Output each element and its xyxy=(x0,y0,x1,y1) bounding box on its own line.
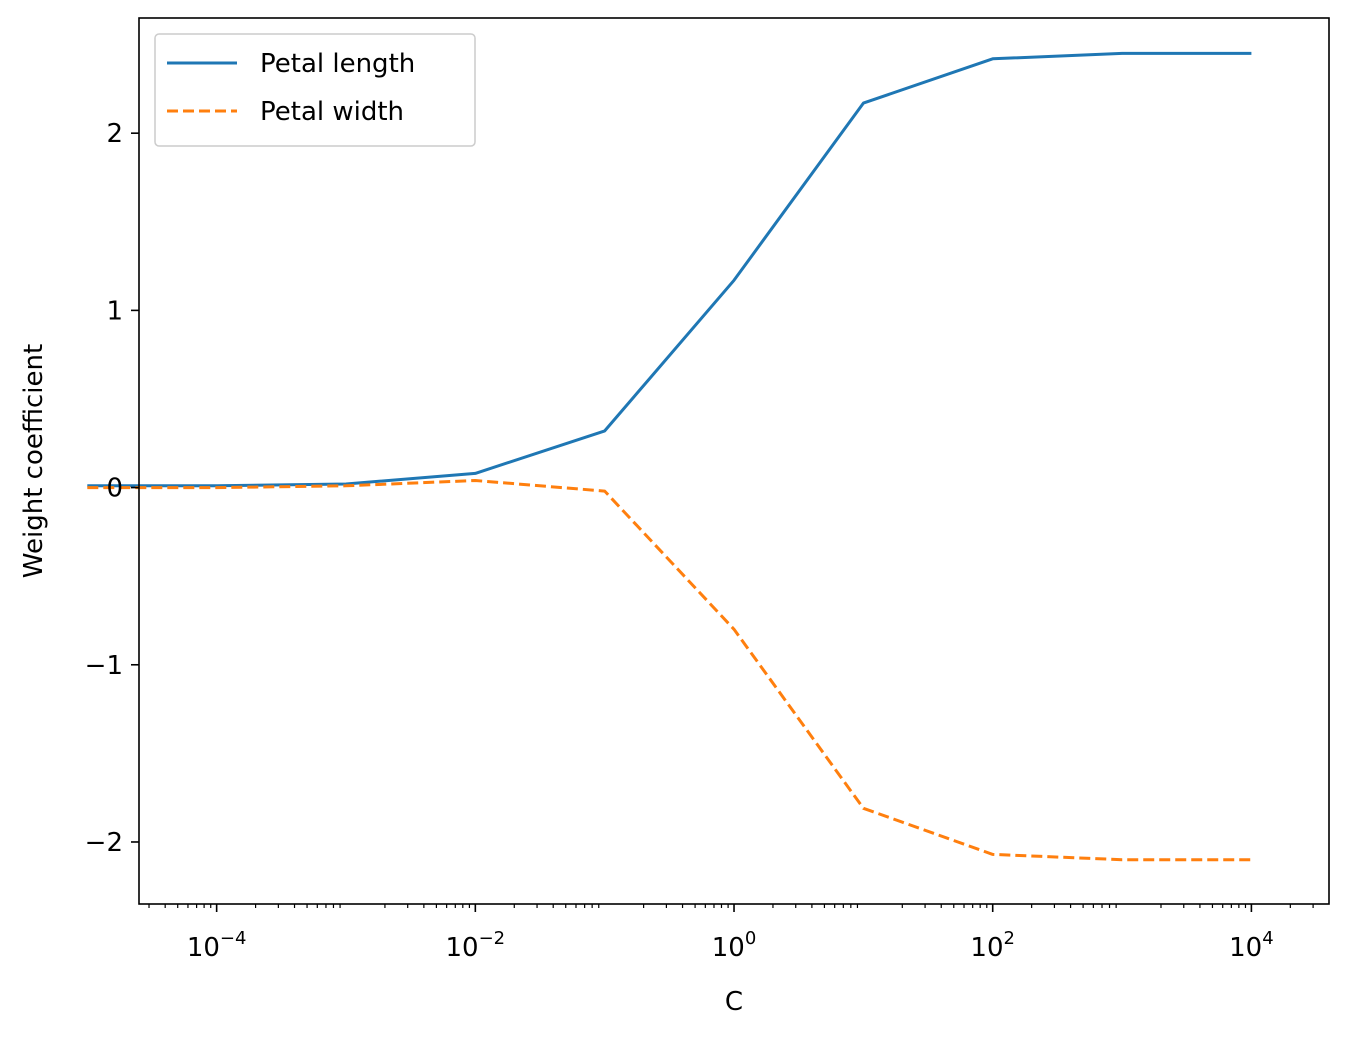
series-line-1 xyxy=(87,51,1252,488)
legend-label-2: Petal width xyxy=(260,97,404,127)
x-tick-label: 104 xyxy=(1229,928,1274,963)
x-tick-label: 102 xyxy=(970,928,1015,963)
legend: Petal length Petal width xyxy=(154,33,476,147)
y-tick-label: −1 xyxy=(85,651,123,681)
y-tick-label: −2 xyxy=(85,828,123,858)
series-layer xyxy=(87,51,1252,862)
y-axis-label: Weight coefficient xyxy=(19,344,49,578)
x-tick-label: 10−4 xyxy=(187,928,247,963)
legend-label-1: Petal length xyxy=(260,49,415,79)
y-tick-label: 0 xyxy=(106,474,123,504)
series-line-2 xyxy=(87,479,1252,862)
x-axis-label: C xyxy=(725,987,743,1017)
x-tick-label: 10−2 xyxy=(446,928,506,963)
y-tick-label: 1 xyxy=(106,296,123,326)
x-tick-label: 100 xyxy=(712,928,757,963)
x-axis: 10−4 10−2 100 102 104 xyxy=(148,904,1314,963)
y-axis: −2 −1 0 1 2 xyxy=(85,119,139,858)
y-tick-label: 2 xyxy=(106,119,123,149)
